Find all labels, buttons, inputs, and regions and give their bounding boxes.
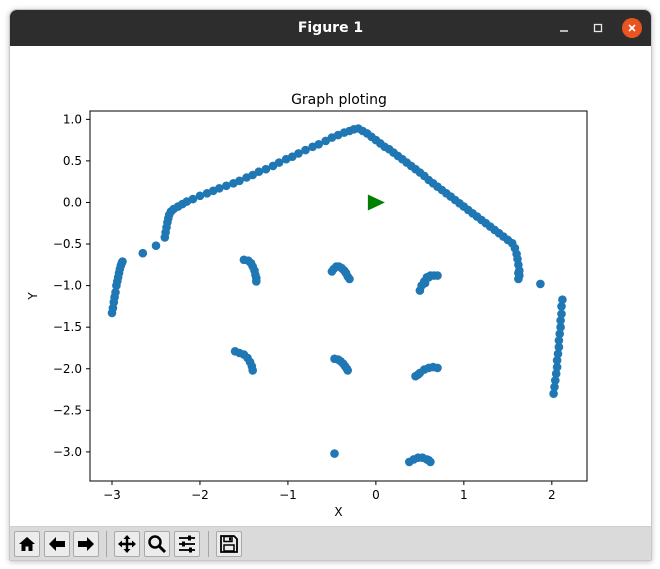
- scatter-point: [514, 268, 523, 278]
- scatter-point: [556, 316, 565, 325]
- scatter-point: [554, 336, 564, 345]
- scatter-point: [261, 164, 271, 174]
- x-tick-label: 1: [460, 488, 468, 502]
- navigation-toolbar: [10, 526, 651, 560]
- maximize-icon: [593, 23, 603, 33]
- arrow-right-icon: [78, 537, 94, 551]
- scatter-point: [151, 241, 161, 250]
- close-icon: [628, 24, 636, 32]
- scatter-point: [551, 369, 561, 379]
- y-tick-label: 0.0: [63, 195, 82, 209]
- heading-marker-triangle: [367, 194, 385, 211]
- title-bar[interactable]: Figure 1: [10, 10, 651, 46]
- scatter-point: [345, 274, 354, 284]
- chart-title: Graph ploting: [291, 92, 387, 108]
- scatter-point: [188, 194, 198, 204]
- home-button[interactable]: [14, 531, 40, 557]
- y-tick-label: −2.0: [53, 362, 82, 376]
- y-tick-label: −3.0: [53, 445, 82, 459]
- x-tick-label: −3: [103, 488, 121, 502]
- scatter-point: [294, 149, 303, 158]
- y-tick-label: −1.5: [53, 320, 82, 334]
- scatter-point: [550, 382, 559, 392]
- x-axis-label: X: [334, 505, 342, 519]
- scatter-point: [555, 329, 564, 339]
- scatter-point: [343, 366, 353, 375]
- scatter-point: [274, 158, 284, 167]
- scatter-point: [222, 181, 231, 191]
- y-axis-ticks: 1.0 0.5 0.0 −0.5 −1.0 −1.5 −2.0 −2.5 −3.0: [53, 112, 90, 459]
- scatter-point: [554, 342, 564, 352]
- scatter-point: [514, 274, 523, 284]
- arrow-left-icon: [49, 537, 65, 551]
- figure-window: Figure 1 Graph ploting −3 −2 −1 0 1 2 1.0 0.5 0…: [9, 9, 652, 561]
- scatter-point: [138, 248, 148, 258]
- scatter-point: [433, 271, 442, 280]
- scatter-point: [252, 277, 261, 286]
- x-tick-label: −2: [191, 488, 209, 502]
- scatter-point: [118, 257, 127, 266]
- scatter-point: [235, 176, 244, 186]
- y-tick-label: −0.5: [53, 237, 82, 251]
- home-icon: [19, 537, 35, 551]
- axes-frame: [89, 110, 588, 482]
- back-button[interactable]: [44, 531, 70, 557]
- y-tick-label: −1.0: [53, 279, 82, 293]
- y-tick-label: 0.5: [63, 154, 82, 168]
- y-axis-label: Y: [26, 292, 40, 301]
- scatter-point: [413, 370, 423, 379]
- configure-subplots-button[interactable]: [174, 531, 200, 557]
- save-button[interactable]: [216, 531, 242, 557]
- scatter-point: [111, 288, 120, 297]
- floppy-disk-icon: [220, 535, 238, 553]
- scatter-point: [553, 349, 563, 359]
- scatter-point: [552, 362, 562, 372]
- scatter-point: [549, 389, 558, 399]
- magnifier-icon: [148, 535, 167, 554]
- move-icon: [118, 535, 136, 553]
- scatter-point: [536, 279, 545, 289]
- scatter-point: [314, 140, 324, 149]
- scatter-point: [557, 302, 566, 311]
- toolbar-separator: [106, 531, 107, 557]
- scatter-point: [254, 167, 264, 176]
- scatter-points: [107, 124, 567, 467]
- forward-button[interactable]: [73, 531, 99, 557]
- minimize-icon: [560, 30, 568, 32]
- minimize-button[interactable]: [554, 18, 574, 38]
- scatter-point: [215, 184, 224, 193]
- heading-marker: [367, 194, 385, 211]
- scatter-point: [433, 363, 442, 373]
- scatter-point: [556, 322, 565, 332]
- maximize-button[interactable]: [588, 18, 608, 38]
- scatter-point: [551, 376, 560, 385]
- y-tick-label: −2.5: [53, 403, 82, 417]
- scatter-point: [248, 366, 257, 375]
- scatter-chart: Graph ploting −3 −2 −1 0 1 2 1.0 0.5 0.0 −0.5 −1.…: [26, 92, 588, 519]
- scatter-point: [195, 191, 205, 201]
- plot-canvas[interactable]: Graph ploting −3 −2 −1 0 1 2 1.0 0.5 0.0 −0.5 −1.…: [10, 46, 651, 526]
- toolbar-separator: [208, 531, 209, 557]
- sliders-icon: [179, 535, 195, 553]
- pan-button[interactable]: [114, 531, 140, 557]
- scatter-point: [558, 295, 567, 304]
- scatter-point: [552, 356, 562, 365]
- zoom-button[interactable]: [144, 531, 170, 557]
- scatter-point: [301, 145, 310, 155]
- scatter-point: [424, 455, 434, 465]
- x-tick-label: 2: [548, 488, 556, 502]
- x-tick-label: 0: [372, 488, 380, 502]
- scatter-point: [330, 449, 339, 458]
- x-tick-label: −1: [279, 488, 297, 502]
- scatter-point: [557, 309, 566, 319]
- y-tick-label: 1.0: [63, 112, 82, 126]
- close-button[interactable]: [622, 18, 642, 38]
- x-axis-ticks: −3 −2 −1 0 1 2: [103, 481, 556, 502]
- scatter-point: [420, 278, 430, 288]
- window-title: Figure 1: [297, 20, 364, 36]
